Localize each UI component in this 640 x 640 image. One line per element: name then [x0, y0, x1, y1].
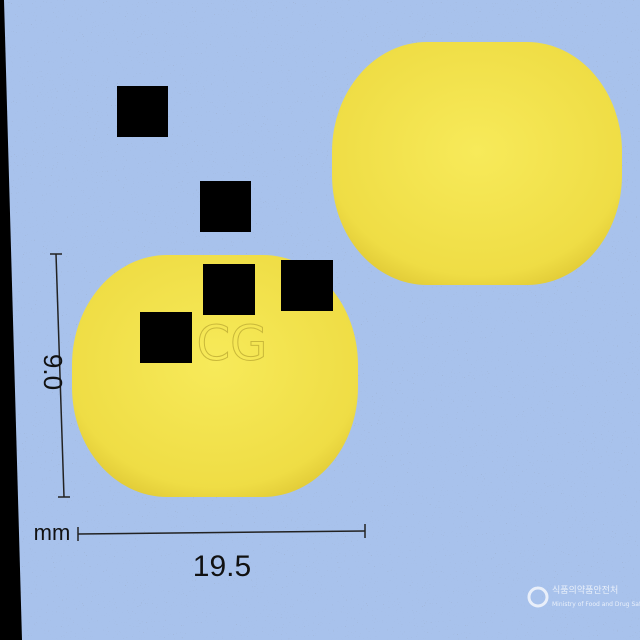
occlusion [117, 86, 168, 137]
imprint: CG [197, 316, 268, 372]
width-ruler [77, 524, 366, 541]
watermark-logo [527, 586, 549, 608]
unit-label: mm [34, 520, 71, 545]
width-label: 19.5 [193, 550, 251, 583]
occlusion [203, 264, 255, 315]
watermark: 식품의약품안전처 Ministry of Food and Drug Safet… [527, 584, 640, 608]
edge [0, 0, 22, 640]
pill-back [332, 42, 622, 285]
watermark-korean: 식품의약품안전처 [552, 584, 618, 596]
height-label: 9.0 [38, 354, 68, 390]
occlusion [200, 181, 251, 232]
occlusion [281, 260, 333, 311]
occlusion [140, 312, 192, 363]
watermark-english: Ministry of Food and Drug Safety [552, 601, 640, 608]
height-ruler [50, 253, 70, 498]
